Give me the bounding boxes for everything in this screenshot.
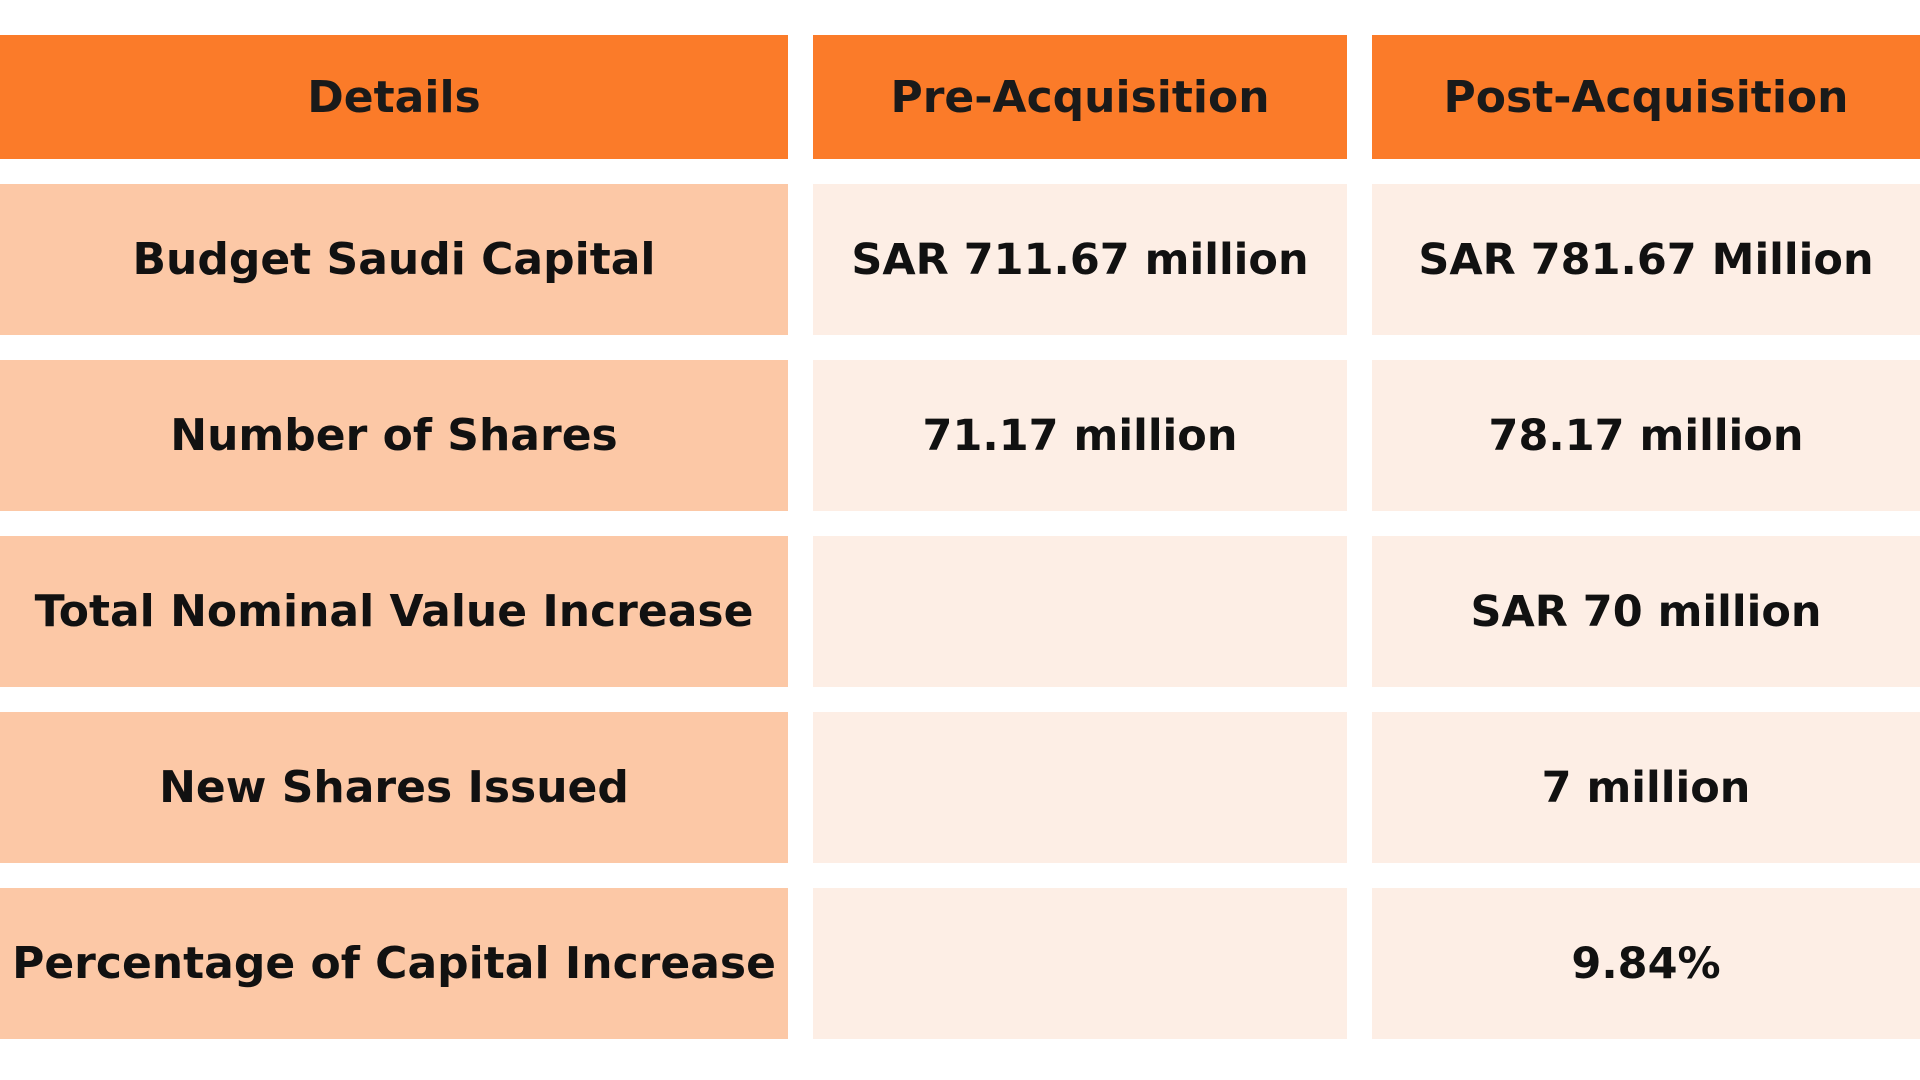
- row-label-percentage-of-capital-increase: Percentage of Capital Increase: [0, 888, 788, 1039]
- pre-value-percentage-of-capital-increase: [813, 888, 1347, 1039]
- pre-value-number-of-shares: 71.17 million: [813, 360, 1347, 511]
- header-details: Details: [0, 35, 788, 159]
- post-value-new-shares-issued: 7 million: [1372, 712, 1920, 863]
- post-value-budget-saudi-capital: SAR 781.67 Million: [1372, 184, 1920, 335]
- post-value-percentage-of-capital-increase: 9.84%: [1372, 888, 1920, 1039]
- post-value-total-nominal-value-increase: SAR 70 million: [1372, 536, 1920, 687]
- pre-value-budget-saudi-capital: SAR 711.67 million: [813, 184, 1347, 335]
- row-label-number-of-shares: Number of Shares: [0, 360, 788, 511]
- pre-value-new-shares-issued: [813, 712, 1347, 863]
- pre-value-total-nominal-value-increase: [813, 536, 1347, 687]
- header-post-acquisition: Post-Acquisition: [1372, 35, 1920, 159]
- row-label-total-nominal-value-increase: Total Nominal Value Increase: [0, 536, 788, 687]
- header-pre-acquisition: Pre-Acquisition: [813, 35, 1347, 159]
- post-value-number-of-shares: 78.17 million: [1372, 360, 1920, 511]
- row-label-budget-saudi-capital: Budget Saudi Capital: [0, 184, 788, 335]
- comparison-table: Details Pre-Acquisition Post-Acquisition…: [0, 35, 1920, 1039]
- row-label-new-shares-issued: New Shares Issued: [0, 712, 788, 863]
